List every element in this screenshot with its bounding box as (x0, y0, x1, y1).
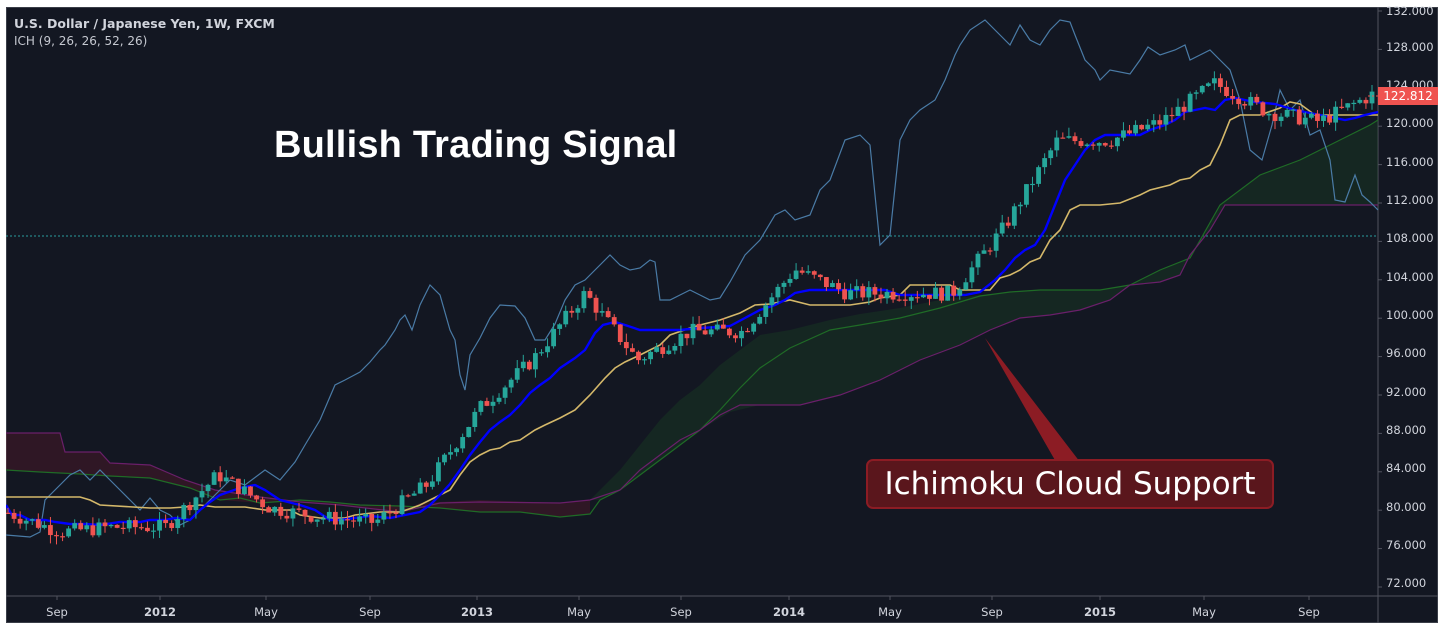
callout-annotation: Ichimoku Cloud Support (866, 459, 1274, 509)
price-tick: 128.000 (1386, 40, 1434, 54)
time-tick: Sep (981, 605, 1003, 619)
time-tick: 2013 (460, 605, 494, 619)
time-tick: 2015 (1083, 605, 1117, 619)
price-tick: 104.000 (1386, 270, 1434, 284)
price-tick: 80.000 (1386, 500, 1427, 514)
indicator-label[interactable]: ICH (9, 26, 26, 52, 26) (14, 34, 148, 48)
price-tick: 72.000 (1386, 576, 1427, 590)
bullish-cloud (590, 120, 1378, 500)
price-tick: 132.000 (1386, 4, 1434, 18)
senkou-span-a (6, 119, 1379, 518)
headline-annotation: Bullish Trading Signal (274, 124, 678, 166)
chikou-span (6, 19, 1379, 538)
last-price-tag: 122.812 (1378, 87, 1438, 105)
senkou-span-b (6, 204, 1378, 513)
price-tick: 92.000 (1386, 385, 1427, 399)
price-tick: 100.000 (1386, 308, 1434, 322)
callout-pointer (985, 338, 1080, 462)
time-tick: May (1192, 605, 1216, 619)
time-tick: Sep (1298, 605, 1320, 619)
time-tick: May (878, 605, 902, 619)
price-tick: 120.000 (1386, 116, 1434, 130)
price-tick: 76.000 (1386, 538, 1427, 552)
axis-tick-marks (56, 10, 1382, 600)
time-tick: 2012 (143, 605, 177, 619)
time-tick: Sep (46, 605, 68, 619)
price-tick: 116.000 (1386, 155, 1434, 169)
price-tick: 88.000 (1386, 423, 1427, 437)
price-tick: 84.000 (1386, 461, 1427, 475)
price-tick: 112.000 (1386, 193, 1434, 207)
time-tick: Sep (359, 605, 381, 619)
price-chart[interactable] (6, 7, 1438, 623)
kijun-sen (6, 101, 1378, 519)
price-tick: 108.000 (1386, 231, 1434, 245)
price-tick: 96.000 (1386, 346, 1427, 360)
time-tick: 2014 (772, 605, 806, 619)
time-tick: May (567, 605, 591, 619)
symbol-title: U.S. Dollar / Japanese Yen, 1W, FXCM (14, 16, 275, 31)
time-tick: Sep (670, 605, 692, 619)
time-tick: May (254, 605, 278, 619)
candlesticks (6, 71, 1375, 545)
